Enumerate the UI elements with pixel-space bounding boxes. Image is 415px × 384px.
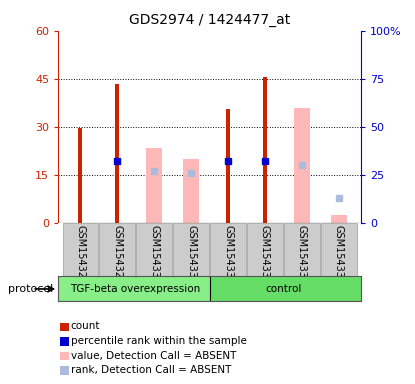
Text: control: control <box>265 284 302 294</box>
FancyBboxPatch shape <box>284 223 320 276</box>
FancyBboxPatch shape <box>63 223 98 276</box>
Bar <box>78 128 83 223</box>
Text: GSM154334: GSM154334 <box>297 225 307 285</box>
Polygon shape <box>210 276 361 301</box>
Text: count: count <box>71 321 100 331</box>
Text: value, Detection Call = ABSENT: value, Detection Call = ABSENT <box>71 351 236 361</box>
FancyBboxPatch shape <box>173 223 209 276</box>
Text: TGF-beta overexpression: TGF-beta overexpression <box>71 284 201 294</box>
Text: GSM154331: GSM154331 <box>186 225 196 285</box>
Text: percentile rank within the sample: percentile rank within the sample <box>71 336 247 346</box>
Text: GSM154329: GSM154329 <box>112 225 122 285</box>
FancyBboxPatch shape <box>100 223 135 276</box>
Text: rank, Detection Call = ABSENT: rank, Detection Call = ABSENT <box>71 365 231 375</box>
Text: GSM154333: GSM154333 <box>260 225 270 285</box>
FancyBboxPatch shape <box>247 223 283 276</box>
Text: protocol: protocol <box>8 284 54 294</box>
FancyBboxPatch shape <box>210 223 246 276</box>
Text: GSM154330: GSM154330 <box>149 225 159 285</box>
FancyBboxPatch shape <box>321 223 356 276</box>
Text: GSM154332: GSM154332 <box>223 225 233 285</box>
Bar <box>146 147 162 223</box>
Bar <box>226 109 230 223</box>
Bar <box>294 108 310 223</box>
Text: GSM154328: GSM154328 <box>75 225 85 285</box>
Title: GDS2974 / 1424477_at: GDS2974 / 1424477_at <box>129 13 290 27</box>
Bar <box>115 84 120 223</box>
Bar <box>331 215 347 223</box>
Bar <box>263 77 267 223</box>
FancyBboxPatch shape <box>137 223 172 276</box>
Text: GSM154335: GSM154335 <box>334 225 344 285</box>
Bar <box>183 159 200 223</box>
